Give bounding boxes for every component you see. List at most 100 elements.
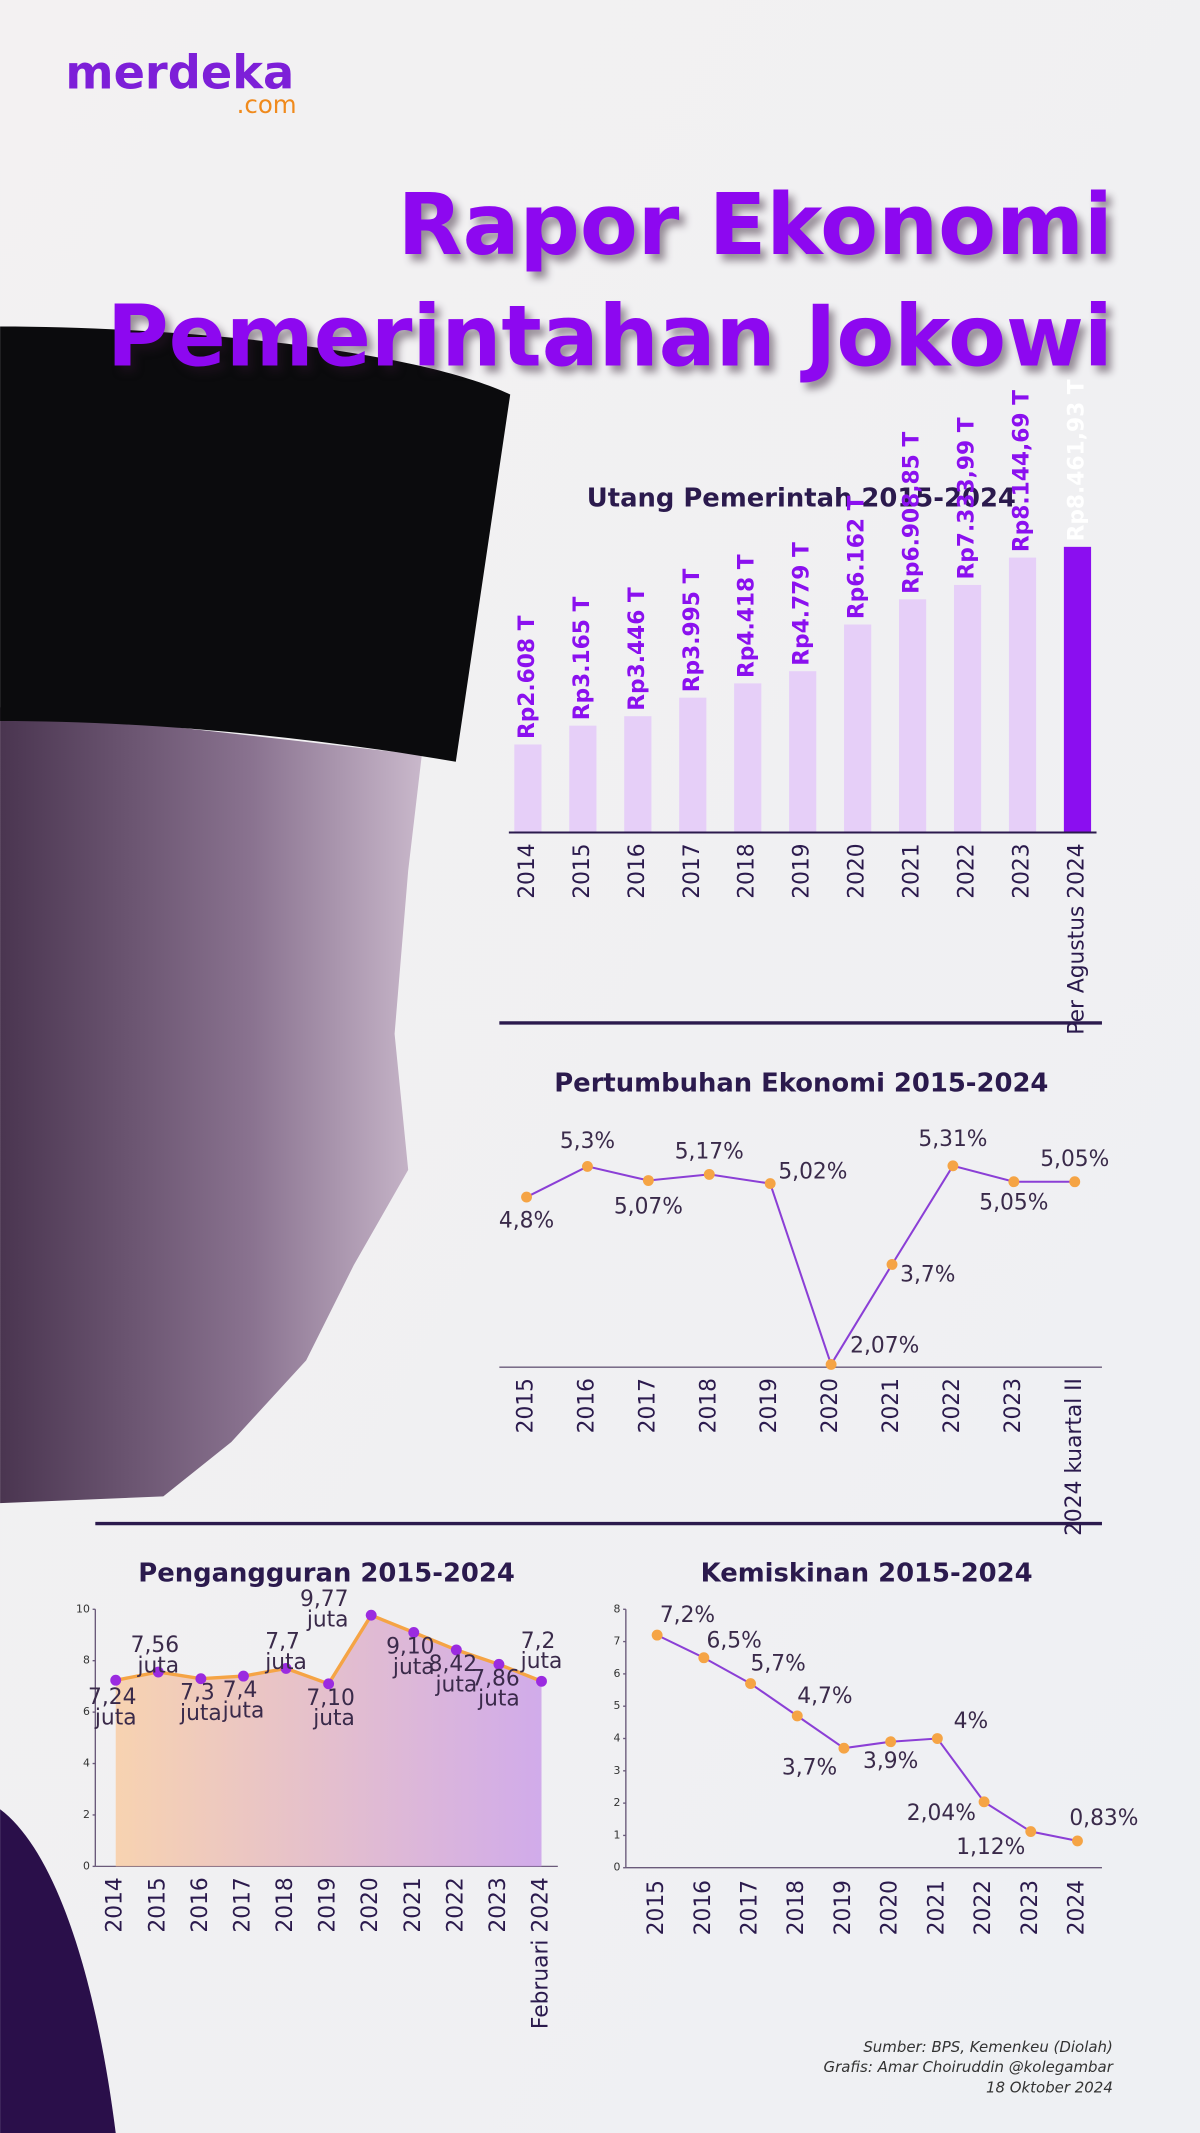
x-tick-label: 2019 [757,1378,782,1433]
marker [745,1678,756,1690]
chart-title: Utang Pemerintah 2015-2024 [587,484,1016,514]
y-tick-label: 1 [613,1828,620,1841]
x-tick-label: 2021 [924,1880,949,1935]
x-tick-label: 2020 [845,843,870,898]
y-tick-label: 2 [613,1796,620,1809]
logo-suffix: .com [237,90,297,119]
value-label: 9,77 juta [300,1587,355,1632]
value-label: 7,7 juta [264,1630,307,1675]
x-tick-label: 2018 [784,1880,809,1935]
x-tick-label: 2018 [735,843,760,898]
value-label: 5,17% [675,1140,744,1165]
x-tick-label: 2019 [831,1880,856,1935]
value-label: 9,10 juta [386,1634,441,1679]
value-label: Rp3.165 T [570,597,595,721]
marker [931,1733,943,1744]
value-label: 6,5% [707,1628,762,1653]
marker [152,1666,164,1678]
y-tick-label: 8 [83,1654,90,1667]
line [656,1634,1078,1842]
portrait-clothes [0,1809,116,2133]
marker [110,1674,122,1686]
x-tick-label: 2023 [1010,843,1035,898]
value-label: 2,07% [850,1334,919,1359]
x-tick-label: 2018 [273,1877,298,1932]
bar [1063,546,1092,833]
value-label: Rp4.418 T [735,554,760,678]
value-label: Rp3.995 T [680,569,705,693]
bar [844,624,872,833]
credit: Grafis: Amar Choiruddin @kolegambar [823,2058,1113,2076]
marker [1025,1826,1037,1837]
logo: merdeka [65,46,294,100]
y-tick-label: 6 [83,1705,90,1718]
marker [323,1678,335,1690]
x-tick-label: 2024 kuartal II [1062,1378,1087,1536]
value-label: 5,02% [778,1160,847,1185]
y-tick-label: 6 [613,1667,620,1680]
date: 18 Oktober 2024 [986,2079,1113,2097]
x-tick-label: 2018 [696,1378,721,1433]
marker [493,1658,505,1670]
x-tick-label: 2021 [900,843,925,898]
x-tick-label: 2023 [1018,1880,1043,1935]
x-tick-label: 2014 [103,1877,128,1932]
value-label: 0,83% [1069,1806,1138,1831]
value-label: 5,07% [614,1195,683,1220]
marker [703,1168,715,1180]
x-tick-label: 2022 [940,1378,965,1433]
chart-title: Kemiskinan 2015-2024 [701,1558,1033,1588]
value-label: Rp4.779 T [790,542,815,666]
x-tick-label: 2017 [635,1378,660,1433]
value-label: 5,31% [918,1127,987,1152]
x-tick-label: 2022 [971,1880,996,1935]
marker [408,1626,420,1638]
bar [679,697,707,833]
x-tick-label: 2020 [878,1880,903,1935]
chart-title: Pengangguran 2015-2024 [138,1558,515,1588]
value-label: Rp8.461,93 T [1064,379,1089,541]
marker [280,1662,292,1674]
marker [947,1160,959,1172]
marker [764,1178,776,1190]
marker [365,1609,377,1621]
value-label: 7,86 juta [471,1666,526,1711]
value-label: Rp8.144,69 T [1010,390,1035,552]
bar [734,683,762,833]
value-label: 3,7% [782,1756,837,1781]
x-tick-label: 2017 [680,843,705,898]
marker [838,1742,850,1754]
marker [698,1652,710,1664]
value-label: 5,05% [1040,1147,1109,1172]
value-label: 1,12% [956,1835,1025,1860]
value-label: Rp2.608 T [515,615,540,739]
marker [1008,1176,1020,1188]
x-tick-label: 2016 [625,843,650,898]
chart-title: Pertumbuhan Ekonomi 2015-2024 [554,1069,1048,1099]
x-tick-label: 2017 [230,1877,255,1932]
value-label: 7,2 juta [520,1629,563,1674]
bar [789,671,817,833]
x-tick-label: 2019 [790,843,815,898]
x-tick-label: 2015 [514,1378,539,1433]
value-label: Rp7.333,99 T [955,417,980,579]
value-label: 4,7% [797,1684,852,1709]
y-tick-label: 8 [613,1602,620,1615]
value-label: 5,05% [979,1191,1048,1216]
value-label: 3,9% [863,1749,918,1774]
portrait-cap [0,326,511,762]
value-label: 7,4 juta [222,1678,265,1723]
x-tick-label: 2014 [515,843,540,898]
marker [791,1710,803,1722]
y-tick-label: 4 [613,1732,620,1745]
bar [569,725,597,833]
value-label: 7,3 juta [179,1681,222,1726]
x-tick-label: 2016 [188,1877,213,1932]
marker [238,1670,249,1682]
value-label: 7,10 juta [306,1686,361,1731]
value-label: 5,7% [751,1652,806,1677]
bar [514,744,542,833]
bar [624,716,652,833]
value-label: 2,04% [907,1801,976,1826]
